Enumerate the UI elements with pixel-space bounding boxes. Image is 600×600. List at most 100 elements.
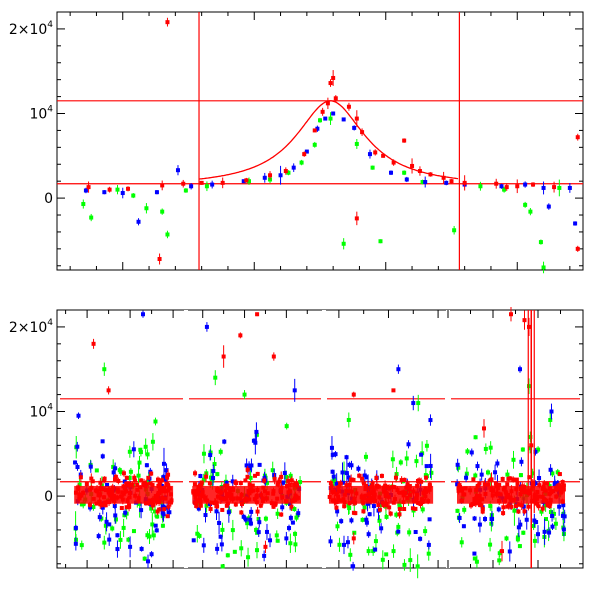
data-point-red xyxy=(127,483,132,488)
data-point-blue xyxy=(145,559,150,564)
data-point-red xyxy=(526,504,531,509)
data-point-green xyxy=(402,562,407,567)
data-point-red xyxy=(557,483,562,488)
data-point-blue xyxy=(352,125,357,130)
data-point-blue xyxy=(330,452,335,457)
data-point-red xyxy=(239,510,244,515)
data-point-red xyxy=(102,478,107,483)
data-point-green xyxy=(366,549,371,554)
data-point-red xyxy=(192,482,197,487)
data-point-red xyxy=(545,503,550,508)
y-tick-label-base: 0 xyxy=(44,191,53,207)
data-point-blue xyxy=(73,460,78,465)
data-point-blue xyxy=(248,517,253,522)
data-point-blue xyxy=(524,517,529,522)
data-point-green xyxy=(138,450,143,455)
data-point-blue xyxy=(256,530,261,535)
data-point-green xyxy=(79,543,84,548)
data-point-red xyxy=(505,504,510,509)
data-point-blue xyxy=(396,367,401,372)
data-point-blue xyxy=(424,464,429,469)
data-point-red xyxy=(132,475,137,480)
data-point-blue xyxy=(472,516,477,521)
data-point-red xyxy=(220,507,225,512)
data-point-green xyxy=(246,179,251,184)
data-point-green xyxy=(263,516,268,521)
data-point-green xyxy=(131,193,136,198)
data-point-red xyxy=(393,475,398,480)
data-point-red xyxy=(220,180,225,185)
data-point-blue xyxy=(364,517,369,522)
data-point-red xyxy=(194,503,199,508)
data-point-blue xyxy=(483,517,488,522)
data-point-blue xyxy=(562,514,567,519)
data-point-blue xyxy=(548,467,553,472)
data-point-blue xyxy=(330,469,335,474)
data-point-blue xyxy=(201,543,206,548)
data-point-green xyxy=(232,549,237,554)
data-point-red xyxy=(354,216,359,221)
data-point-blue xyxy=(542,529,547,534)
data-point-red xyxy=(457,483,462,488)
data-point-blue xyxy=(396,529,401,534)
data-point-red xyxy=(119,506,124,511)
data-point-red xyxy=(470,502,475,507)
data-point-green xyxy=(346,417,351,422)
data-point-red xyxy=(208,506,213,511)
data-point-red xyxy=(531,182,536,187)
data-point-blue xyxy=(341,117,346,122)
data-point-green xyxy=(94,468,99,473)
data-point-blue xyxy=(428,418,433,423)
data-point-green xyxy=(245,521,250,526)
data-point-green xyxy=(138,447,143,452)
data-point-red xyxy=(89,476,94,481)
data-point-blue xyxy=(131,447,136,452)
data-point-red xyxy=(87,502,92,507)
data-point-blue xyxy=(292,388,297,393)
data-point-blue xyxy=(128,544,133,549)
data-point-green xyxy=(384,514,389,519)
data-point-green xyxy=(518,473,523,478)
data-point-red xyxy=(544,481,549,486)
data-point-red xyxy=(361,509,366,514)
data-point-red xyxy=(233,502,238,507)
data-point-green xyxy=(486,470,491,475)
data-point-green xyxy=(346,503,351,508)
data-point-blue xyxy=(278,173,283,178)
data-point-red xyxy=(165,514,170,519)
data-point-green xyxy=(127,449,132,454)
data-point-red xyxy=(86,185,91,190)
data-point-green xyxy=(543,517,548,522)
data-point-green xyxy=(256,517,261,522)
data-point-red xyxy=(399,478,404,483)
data-point-green xyxy=(557,185,562,190)
data-point-green xyxy=(527,384,531,389)
data-point-blue xyxy=(496,507,501,512)
data-point-red xyxy=(471,477,476,482)
data-point-blue xyxy=(552,482,557,487)
data-point-blue xyxy=(366,532,371,537)
data-point-red xyxy=(363,483,368,488)
data-point-red xyxy=(351,510,356,515)
data-point-green xyxy=(473,435,478,440)
data-point-red xyxy=(377,507,382,512)
data-point-red xyxy=(150,483,155,488)
data-point-green xyxy=(131,529,136,534)
data-point-blue xyxy=(371,504,376,509)
data-point-green xyxy=(478,184,483,189)
data-point-green xyxy=(254,527,259,532)
data-point-blue xyxy=(346,475,351,480)
data-point-green xyxy=(204,503,209,508)
data-point-red xyxy=(289,478,294,483)
data-point-blue xyxy=(472,551,477,556)
data-point-red xyxy=(215,504,220,509)
data-point-blue xyxy=(208,453,213,458)
data-point-red xyxy=(354,116,359,121)
data-point-green xyxy=(147,534,152,539)
data-point-green xyxy=(151,533,156,538)
data-point-red xyxy=(384,501,389,506)
data-point-red xyxy=(149,471,154,476)
data-point-red xyxy=(121,471,126,476)
data-point-green xyxy=(551,511,556,516)
